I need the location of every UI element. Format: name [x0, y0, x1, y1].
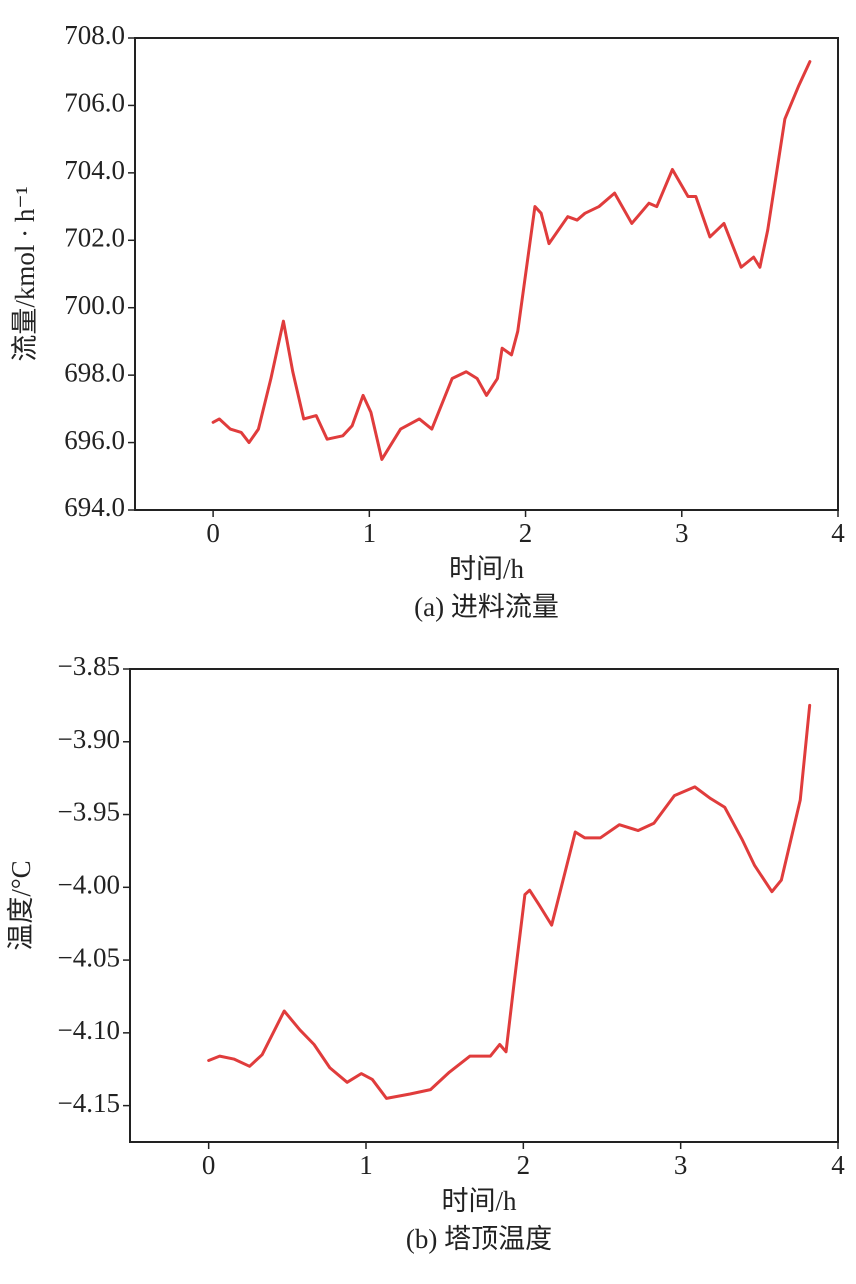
y-tick-label: 694.0 [64, 492, 125, 522]
y-tick-label: −4.10 [58, 1015, 120, 1045]
y-axis-label: 温度/°C [6, 860, 36, 950]
y-tick-label: 700.0 [64, 290, 125, 320]
x-tick-label: 4 [831, 518, 845, 548]
x-tick-label: 2 [517, 1150, 531, 1180]
caption: (a) 进料流量 [414, 592, 559, 622]
y-tick-label: −3.95 [58, 797, 120, 827]
y-tick-label: 702.0 [64, 222, 125, 252]
y-tick-label: −3.90 [58, 724, 120, 754]
x-tick-label: 1 [359, 1150, 373, 1180]
y-tick-label: −3.85 [58, 651, 120, 681]
x-tick-label: 3 [675, 518, 689, 548]
x-tick-label: 2 [519, 518, 533, 548]
y-tick-label: 708.0 [64, 20, 125, 50]
x-tick-label: 0 [206, 518, 220, 548]
plot-frame [134, 37, 839, 511]
y-tick-label: −4.00 [58, 870, 120, 900]
y-tick-label: 706.0 [64, 88, 125, 118]
x-axis-label: 时间/h [449, 554, 525, 584]
x-tick-label: 1 [363, 518, 377, 548]
y-axis-label: 流量/kmol · h⁻¹ [10, 186, 40, 361]
caption: (b) 塔顶温度 [406, 1224, 552, 1254]
y-tick-label: 704.0 [64, 155, 125, 185]
x-tick-label: 0 [202, 1150, 216, 1180]
line [207, 703, 812, 1100]
y-tick-label: 696.0 [64, 425, 125, 455]
x-tick-label: 4 [831, 1150, 845, 1180]
x-tick-label: 3 [674, 1150, 688, 1180]
line [211, 60, 812, 461]
y-tick-label: 698.0 [64, 357, 125, 387]
x-axis-label: 时间/h [441, 1186, 517, 1216]
y-tick-label: −4.05 [58, 942, 120, 972]
y-tick-label: −4.15 [58, 1088, 120, 1118]
plot-frame [129, 668, 839, 1143]
